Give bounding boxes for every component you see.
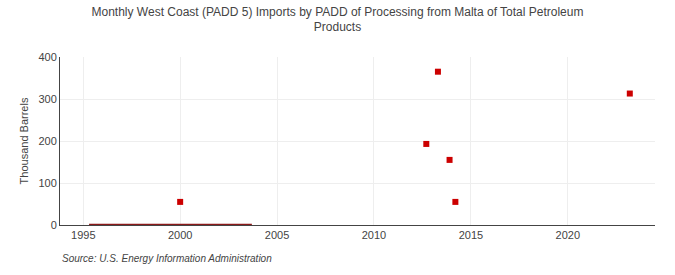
- svg-text:Thousand Barrels: Thousand Barrels: [18, 97, 30, 184]
- svg-text:2005: 2005: [265, 229, 289, 241]
- svg-text:2010: 2010: [362, 229, 386, 241]
- svg-text:0: 0: [51, 219, 57, 231]
- svg-text:100: 100: [38, 177, 56, 189]
- svg-text:Monthly West Coast (PADD 5) Im: Monthly West Coast (PADD 5) Imports by P…: [92, 5, 584, 35]
- svg-text:1995: 1995: [71, 229, 95, 241]
- svg-text:200: 200: [38, 135, 56, 147]
- svg-text:400: 400: [38, 51, 56, 63]
- svg-text:300: 300: [38, 93, 56, 105]
- svg-text:2000: 2000: [168, 229, 192, 241]
- svg-text:Source: U.S. Energy Informatio: Source: U.S. Energy Information Administ…: [62, 253, 272, 264]
- svg-text:2015: 2015: [459, 229, 483, 241]
- svg-text:2020: 2020: [556, 229, 580, 241]
